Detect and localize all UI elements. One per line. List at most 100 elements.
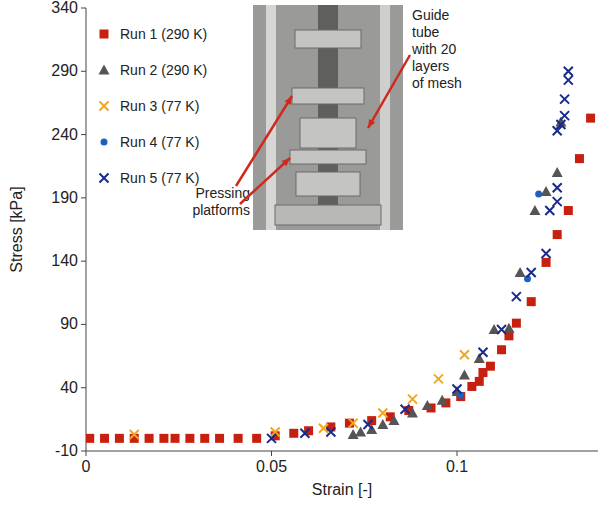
point xyxy=(503,323,514,333)
legend-label: Run 2 (290 K) xyxy=(120,62,207,78)
point xyxy=(453,384,462,393)
point xyxy=(377,419,388,429)
point xyxy=(552,167,563,177)
point xyxy=(575,154,584,163)
point xyxy=(586,114,595,123)
y-tick-label: 140 xyxy=(51,252,78,269)
point xyxy=(86,434,94,443)
point xyxy=(234,434,243,443)
annotation: Guide xyxy=(412,7,450,23)
photo-platform xyxy=(300,118,356,148)
legend: Run 1 (290 K) Run 2 (290 K) Run 3 (77 K) Ru… xyxy=(99,26,208,186)
y-tick xyxy=(81,387,86,388)
point xyxy=(560,95,569,104)
point xyxy=(515,267,526,277)
legend-marker xyxy=(99,65,110,75)
point xyxy=(349,419,358,428)
series xyxy=(267,67,573,443)
y-tick-label: 190 xyxy=(51,189,78,206)
legend-label: Run 3 (77 K) xyxy=(120,98,199,114)
photo-platform xyxy=(296,172,360,196)
point xyxy=(529,205,540,215)
point xyxy=(497,325,506,334)
y-tick xyxy=(81,324,86,325)
point xyxy=(145,434,154,443)
point xyxy=(267,434,276,443)
point xyxy=(564,76,573,85)
y-tick xyxy=(81,71,86,72)
point xyxy=(564,206,573,215)
point xyxy=(497,345,506,354)
point xyxy=(553,197,562,206)
x-tick xyxy=(271,451,272,456)
annotation-arrowhead xyxy=(285,96,292,105)
point xyxy=(564,67,573,76)
y-tick-label: 90 xyxy=(60,315,78,332)
point xyxy=(363,420,372,429)
y-tick xyxy=(81,8,86,9)
photo-platform xyxy=(295,30,361,48)
y-axis-title: Stress [kPa] xyxy=(8,186,25,272)
series xyxy=(348,116,567,439)
y-tick-label: 240 xyxy=(51,126,78,143)
point xyxy=(512,292,521,301)
y-tick xyxy=(81,451,86,452)
y-axis xyxy=(86,8,87,451)
point xyxy=(535,191,542,198)
point xyxy=(527,268,536,277)
y-tick-label: 40 xyxy=(60,379,78,396)
x-tick-label: 0.1 xyxy=(446,458,468,475)
photo-platform xyxy=(290,150,366,164)
point xyxy=(553,230,562,239)
point xyxy=(475,377,484,386)
point xyxy=(460,350,469,359)
point xyxy=(478,348,487,357)
inset-photo xyxy=(253,5,403,230)
chart: PressingplatformsGuidetubewith 20layerso… xyxy=(0,0,602,505)
point xyxy=(388,415,399,425)
series xyxy=(86,114,595,443)
annotation: of mesh xyxy=(412,75,462,91)
y-tick xyxy=(81,134,86,135)
photo-platform xyxy=(292,88,364,104)
annotation: with 20 xyxy=(411,41,457,57)
legend-label: Run 4 (77 K) xyxy=(120,134,199,150)
x-tick xyxy=(457,451,458,456)
legend-label: Run 1 (290 K) xyxy=(120,26,207,42)
point xyxy=(171,434,180,443)
point xyxy=(527,297,536,306)
y-tick-label: 290 xyxy=(51,62,78,79)
annotation-arrow xyxy=(368,55,410,128)
annotation: layers xyxy=(412,58,449,74)
legend-marker xyxy=(100,30,109,39)
point xyxy=(401,405,410,414)
annotation-arrowhead xyxy=(368,119,375,128)
point xyxy=(185,434,194,443)
series xyxy=(457,191,542,399)
photo-rod xyxy=(380,5,390,230)
point xyxy=(378,409,387,418)
point xyxy=(159,434,168,443)
photo-background xyxy=(253,5,403,230)
legend-label: Run 5 (77 K) xyxy=(120,170,199,186)
annotation-arrowhead xyxy=(282,158,290,166)
point xyxy=(215,434,224,443)
point xyxy=(541,186,552,196)
point xyxy=(542,249,551,258)
annotation-arrow xyxy=(236,96,292,186)
point xyxy=(200,434,209,443)
legend-marker xyxy=(100,102,109,111)
point xyxy=(422,400,433,410)
point xyxy=(408,395,417,404)
annotation: tube xyxy=(412,24,439,40)
photo-rod xyxy=(266,5,276,230)
point xyxy=(300,429,309,438)
point xyxy=(486,362,495,371)
y-tick-label: 340 xyxy=(51,0,78,16)
point xyxy=(556,120,565,129)
annotation: Pressing xyxy=(196,185,250,201)
y-tick xyxy=(81,197,86,198)
photo-base xyxy=(275,205,381,225)
series xyxy=(130,350,469,439)
x-tick-label: 0.05 xyxy=(256,458,287,475)
